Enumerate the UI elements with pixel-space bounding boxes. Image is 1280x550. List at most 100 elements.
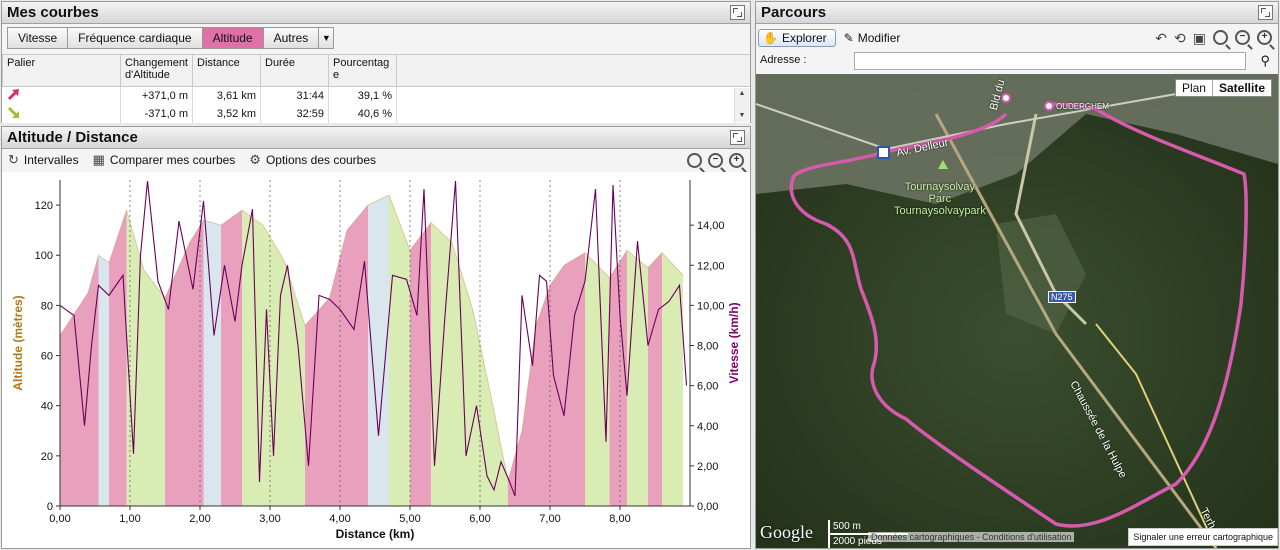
explore-label: Explorer (781, 31, 827, 45)
table-scrollbar[interactable]: ▲ ▼ (734, 88, 749, 122)
map-type-satellite-button[interactable]: Satellite (1218, 81, 1265, 95)
google-logo: Google (760, 522, 813, 542)
cell-percent: 40,6 % (328, 105, 397, 123)
y-tick-label: 100 (35, 250, 53, 262)
map-data-link[interactable]: Données cartographiques (871, 532, 975, 542)
y-tick-label: 120 (35, 200, 53, 212)
map-view[interactable]: Av. Delleur Bld du OUDERGHEM Tournaysolv… (756, 74, 1278, 548)
tab-vitesse[interactable]: Vitesse (7, 27, 69, 49)
maximize-icon[interactable] (730, 130, 745, 145)
y2-tick-label: 12,00 (697, 260, 725, 272)
report-map-error-link[interactable]: Signaler une erreur cartographique (1128, 528, 1278, 546)
altitude-segment (473, 310, 494, 506)
zoom-in-icon[interactable]: + (729, 152, 744, 168)
x-tick-label: 2,00 (189, 513, 210, 525)
route-start-marker[interactable] (1001, 93, 1011, 103)
gears-icon: ⚙ (249, 152, 261, 167)
altitude-segment (221, 210, 242, 506)
edit-icon: ✎ (843, 31, 854, 45)
arrow-down-icon (2, 105, 121, 123)
altitude-segment (165, 242, 190, 506)
x-tick-label: 4,00 (329, 513, 350, 525)
x-tick-label: 3,00 (259, 513, 280, 525)
maximize-icon[interactable] (730, 5, 745, 20)
cell-duration: 31:44 (260, 86, 329, 105)
col-distance[interactable]: Distance (192, 54, 261, 87)
scale-imperial: 2000 pieds (828, 535, 908, 548)
altitude-segment (284, 260, 305, 506)
route-panel-header: Parcours (756, 2, 1278, 24)
altitude-segment (662, 252, 683, 506)
x-tick-label: 1,00 (119, 513, 140, 525)
map-actions: ↶ ⟲ ▣ − + (1155, 29, 1272, 47)
intervals-button[interactable]: ↻ Intervalles (8, 152, 79, 168)
altitude-segment (368, 195, 389, 507)
altitude-segment (98, 255, 109, 506)
curves-panel: Mes courbes Vitesse Fréquence cardiaque … (1, 1, 751, 123)
altitude-segment (263, 225, 284, 506)
park-label-3: Tournaysolvaypark (894, 205, 986, 217)
refresh-icon[interactable]: ⟲ (1174, 29, 1186, 46)
col-altitude-change[interactable]: Changement d'Altitude (120, 54, 193, 87)
park-label-1: Tournaysolvay (904, 181, 976, 193)
waypoint-marker[interactable] (877, 146, 890, 159)
curve-options-button[interactable]: ⚙ Options des courbes (249, 152, 376, 168)
park-icon (938, 160, 948, 169)
col-duration[interactable]: Durée (260, 54, 329, 87)
map-label-place: OUDERGHEM (1056, 102, 1109, 111)
altitude-segment (522, 325, 536, 506)
zoom-in-icon[interactable]: + (1257, 29, 1272, 45)
altitude-segment (109, 210, 127, 506)
table-row[interactable]: -371,0 m 3,52 km 32:59 40,6 % (2, 105, 751, 123)
route-panel: Parcours ✋ Explorer ✎ Modifier ↶ ⟲ ▣ − +… (755, 1, 1279, 549)
y2-tick-label: 6,00 (697, 381, 718, 393)
cell-percent: 39,1 % (328, 86, 397, 105)
explore-button[interactable]: ✋ Explorer (758, 29, 836, 47)
zoom-fit-icon[interactable] (1213, 29, 1228, 45)
zoom-out-icon[interactable]: − (708, 152, 723, 168)
map-type-switch: Plan Satellite (1174, 79, 1272, 97)
altitude-segment (347, 205, 368, 507)
altitude-distance-chart[interactable]: 0,00 1,00 2,00 3,00 4,00 5,00 6,00 7,00 8,00 0 20 4… (2, 172, 750, 548)
save-icon[interactable]: ▣ (1192, 29, 1206, 46)
altitude-segment (389, 195, 410, 507)
col-palier[interactable]: Palier (2, 54, 121, 87)
tab-frequence-cardiaque[interactable]: Fréquence cardiaque (67, 27, 203, 49)
arrow-up-icon (2, 86, 121, 105)
search-icon[interactable]: ⚲ (1260, 53, 1270, 68)
loop-icon: ↻ (8, 152, 19, 167)
zoom-fit-icon[interactable] (687, 152, 702, 168)
altitude-segment (60, 292, 88, 506)
y-tick-label: 0 (47, 501, 53, 513)
table-row[interactable]: +371,0 m 3,61 km 31:44 39,1 % (2, 86, 751, 105)
curves-panel-header: Mes courbes (2, 2, 750, 24)
y2-tick-label: 2,00 (697, 461, 718, 473)
compare-curves-button[interactable]: ▦ Comparer mes courbes (93, 152, 236, 168)
map-terms-link[interactable]: Conditions d'utilisation (982, 532, 1072, 542)
tab-altitude[interactable]: Altitude (201, 27, 264, 49)
modify-button[interactable]: ✎ Modifier (844, 31, 901, 45)
undo-icon[interactable]: ↶ (1155, 29, 1168, 46)
chart-compare-icon: ▦ (92, 152, 105, 167)
chart-panel-header: Altitude / Distance (2, 127, 750, 149)
zoom-out-icon[interactable]: − (1235, 29, 1250, 45)
maximize-icon[interactable] (1258, 5, 1273, 20)
route-end-marker[interactable] (1044, 101, 1054, 111)
col-percent[interactable]: Pourcentage (328, 54, 397, 87)
curves-panel-title: Mes courbes (7, 4, 99, 21)
y2-tick-label: 14,00 (697, 220, 725, 232)
altitude-segment (410, 222, 431, 506)
options-label: Options des courbes (265, 153, 377, 167)
map-type-plan-button[interactable]: Plan (1176, 80, 1213, 96)
x-tick-label: 8,00 (609, 513, 630, 525)
altitude-segment (536, 285, 550, 506)
address-input[interactable] (854, 52, 1246, 70)
y2-tick-label: 4,00 (697, 421, 718, 433)
tab-autres[interactable]: Autres (262, 27, 320, 49)
x-axis-title: Distance (km) (336, 527, 415, 541)
cell-duration: 32:59 (260, 105, 329, 123)
altitude-segment (305, 297, 330, 506)
altitude-segment (144, 270, 165, 506)
altitude-line (59, 194, 684, 482)
tabs-dropdown-icon[interactable]: ▼ (318, 27, 335, 49)
